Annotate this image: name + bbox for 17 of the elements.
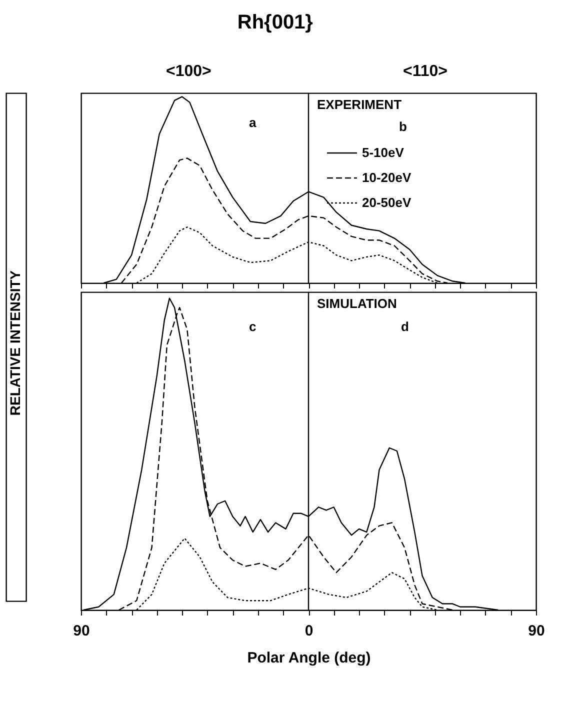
annotation: SIMULATION <box>317 296 397 311</box>
annotation: d <box>401 319 409 334</box>
x-axis-title: Polar Angle (deg) <box>247 650 371 666</box>
legend-label: 5-10eV <box>362 145 404 160</box>
legend-label: 20-50eV <box>362 195 412 210</box>
legend-label: 10-20eV <box>362 170 412 185</box>
x-tick-label: 90 <box>73 622 90 640</box>
annotation: a <box>249 115 257 130</box>
text: <110> <box>403 63 448 80</box>
annotation: b <box>399 119 407 134</box>
y-axis-title: RELATIVE INTENSITY <box>7 270 23 416</box>
annotation: EXPERIMENT <box>317 97 402 112</box>
chart-title: Rh{001} <box>237 11 314 34</box>
x-tick-label: 0 <box>304 622 314 640</box>
text: <100> <box>166 63 212 80</box>
annotation: c <box>249 319 256 334</box>
x-tick-label: 90 <box>528 622 545 640</box>
